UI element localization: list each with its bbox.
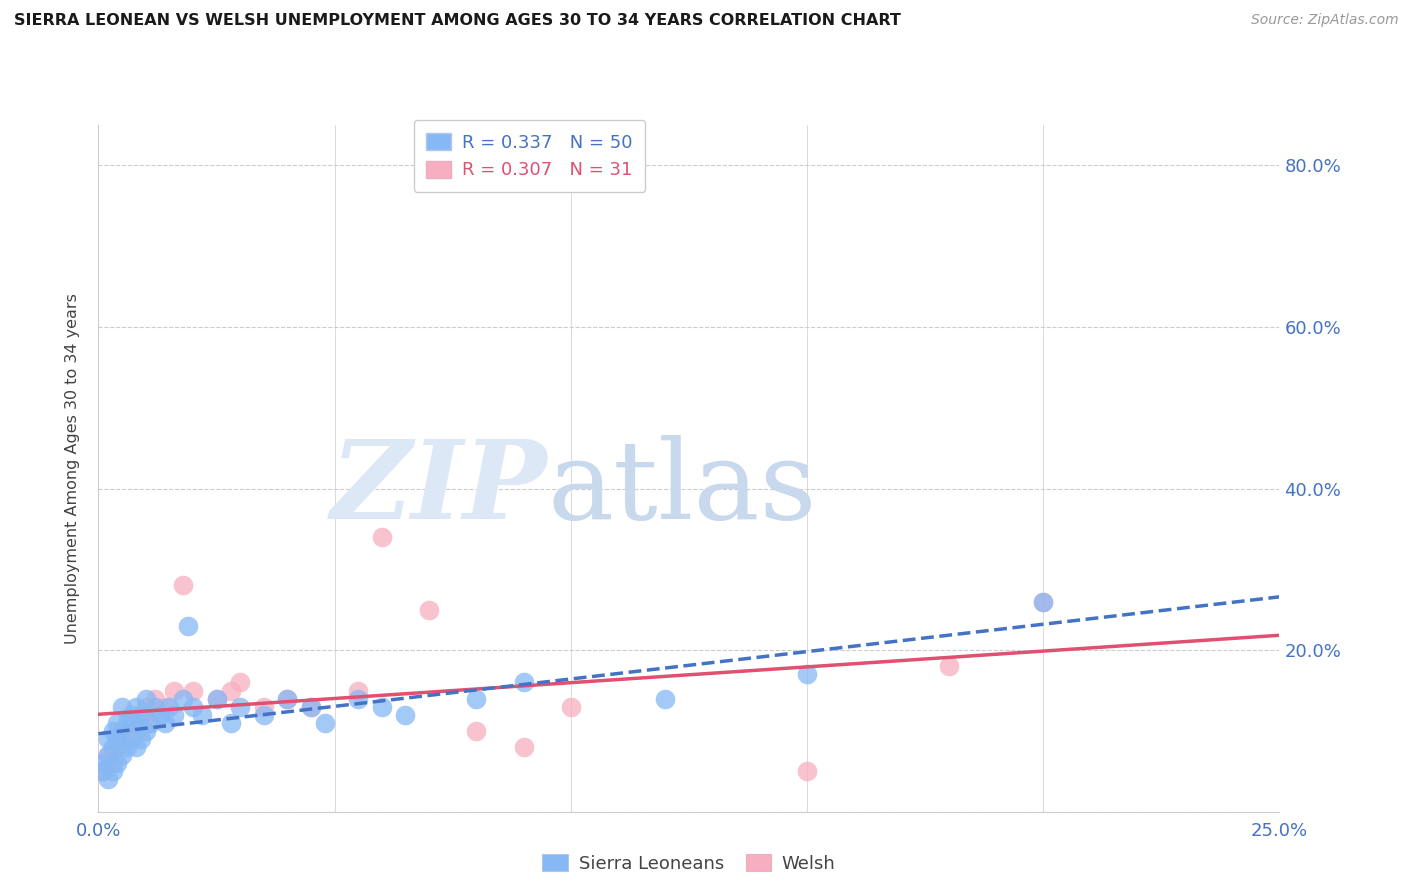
Point [299, 699, 322, 714]
Point [181, 683, 204, 698]
Text: ZIP: ZIP [330, 435, 547, 542]
Point [91, 756, 114, 771]
Point [115, 715, 138, 730]
Point [229, 675, 252, 690]
Point [163, 707, 186, 722]
Point [101, 756, 124, 771]
Point [512, 740, 534, 755]
Point [276, 691, 298, 706]
Point [191, 707, 214, 722]
Point [121, 731, 143, 746]
Point [111, 699, 134, 714]
Point [111, 723, 134, 738]
Point [111, 748, 134, 763]
Point [139, 715, 162, 730]
Point [938, 659, 960, 673]
Point [105, 740, 128, 755]
Point [101, 740, 124, 755]
Point [121, 707, 143, 722]
Point [796, 764, 818, 779]
Point [143, 691, 166, 706]
Point [153, 715, 176, 730]
Point [796, 667, 818, 681]
Y-axis label: Unemployment Among Ages 30 to 34 years: Unemployment Among Ages 30 to 34 years [65, 293, 80, 644]
Text: atlas: atlas [547, 435, 817, 542]
Point [512, 675, 534, 690]
Point [135, 699, 157, 714]
Point [253, 699, 276, 714]
Point [105, 756, 128, 771]
Point [157, 699, 180, 714]
Point [1032, 594, 1054, 608]
Point [97, 748, 120, 763]
Point [219, 715, 242, 730]
Point [149, 707, 172, 722]
Point [181, 699, 204, 714]
Point [125, 715, 148, 730]
Point [205, 691, 228, 706]
Point [394, 707, 416, 722]
Point [139, 715, 162, 730]
Legend: Sierra Leoneans, Welsh: Sierra Leoneans, Welsh [533, 845, 845, 881]
Point [418, 603, 440, 617]
Point [299, 699, 322, 714]
Point [125, 723, 148, 738]
Point [347, 683, 370, 698]
Point [163, 683, 186, 698]
Point [654, 691, 676, 706]
Point [276, 691, 298, 706]
Point [153, 699, 176, 714]
Point [229, 699, 252, 714]
Point [91, 764, 114, 779]
Point [253, 707, 276, 722]
Point [135, 691, 157, 706]
Point [143, 699, 166, 714]
Point [101, 764, 124, 779]
Text: SIERRA LEONEAN VS WELSH UNEMPLOYMENT AMONG AGES 30 TO 34 YEARS CORRELATION CHART: SIERRA LEONEAN VS WELSH UNEMPLOYMENT AMO… [14, 13, 901, 29]
Point [465, 723, 488, 738]
Point [347, 691, 370, 706]
Point [135, 723, 157, 738]
Point [105, 715, 128, 730]
Point [465, 691, 488, 706]
Point [115, 740, 138, 755]
Point [129, 731, 152, 746]
Point [125, 740, 148, 755]
Point [121, 715, 143, 730]
Point [219, 683, 242, 698]
Point [125, 699, 148, 714]
Point [1032, 594, 1054, 608]
Point [97, 731, 120, 746]
Point [105, 731, 128, 746]
Point [314, 715, 336, 730]
Point [101, 723, 124, 738]
Point [172, 691, 194, 706]
Point [97, 748, 120, 763]
Point [129, 707, 152, 722]
Point [172, 578, 194, 592]
Point [129, 707, 152, 722]
Point [560, 699, 582, 714]
Point [91, 764, 114, 779]
Point [177, 619, 200, 633]
Point [371, 530, 394, 544]
Point [205, 691, 228, 706]
Point [115, 731, 138, 746]
Point [371, 699, 394, 714]
Point [111, 723, 134, 738]
Point [97, 772, 120, 787]
Text: Source: ZipAtlas.com: Source: ZipAtlas.com [1251, 13, 1399, 28]
